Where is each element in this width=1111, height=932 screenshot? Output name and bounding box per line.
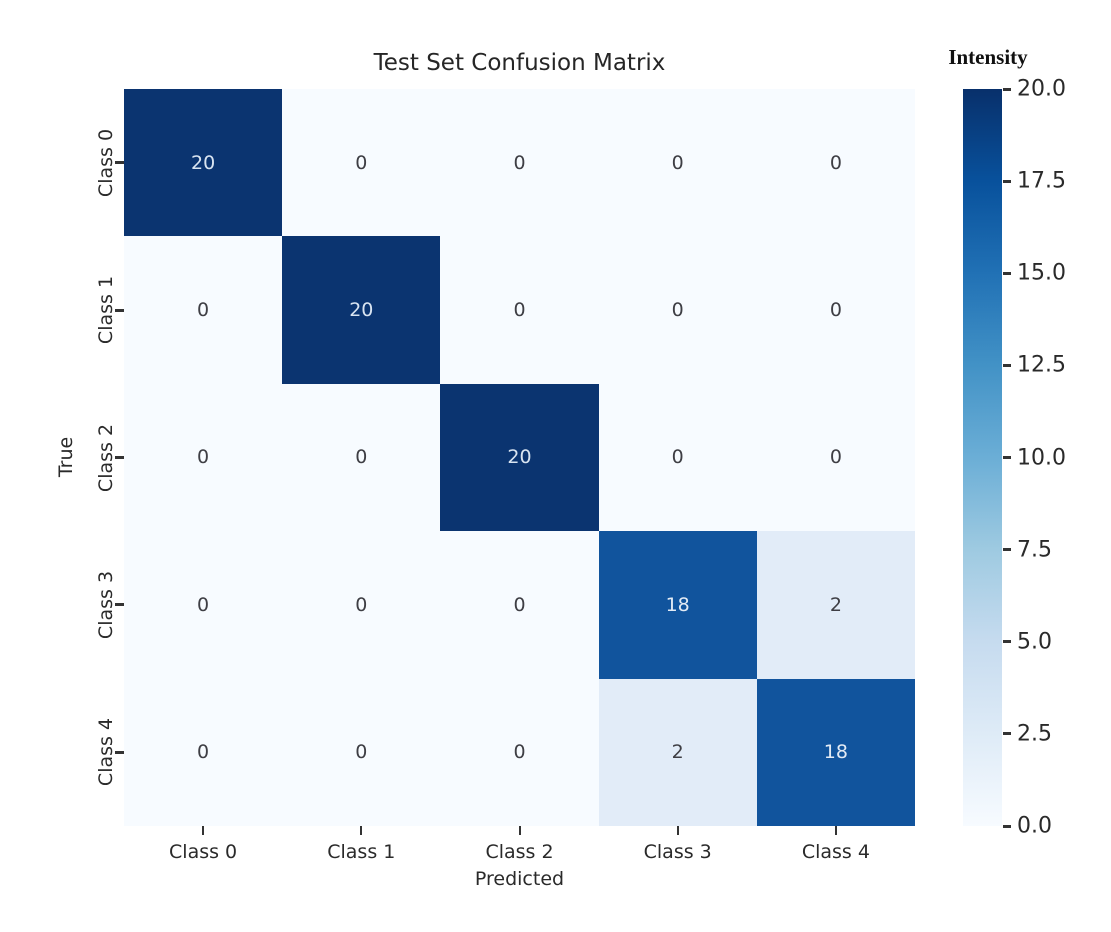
x-tick-label: Class 2 [485, 841, 554, 863]
x-tick-label: Class 3 [643, 841, 712, 863]
heatmap-cell: 0 [124, 531, 283, 679]
heatmap-cell: 18 [756, 678, 915, 826]
heatmap-cell: 0 [282, 383, 441, 532]
heatmap-grid: 20 0 0 0 0 0 20 0 0 0 0 0 20 0 0 0 0 0 18 2 0 0 0 2 18 [124, 89, 915, 826]
colorbar-tick-label: 0.0 [1017, 813, 1052, 839]
colorbar-tick-mark [1003, 640, 1011, 644]
colorbar-tick-label: 5.0 [1017, 629, 1052, 655]
colorbar-tick-mark [1003, 732, 1011, 736]
x-tick-mark [202, 826, 205, 835]
y-tick-mark [115, 161, 124, 165]
y-axis-label-text: True [55, 436, 77, 478]
heatmap-cell: 0 [440, 678, 599, 826]
heatmap-cell: 0 [440, 531, 599, 679]
colorbar-tick-label: 10.0 [1017, 445, 1066, 470]
heatmap-cell: 20 [124, 89, 283, 237]
y-tick-label-text: Class 2 [95, 423, 117, 492]
heatmap-cell: 0 [756, 236, 915, 384]
heatmap-cell: 0 [440, 89, 599, 237]
heatmap-cell: 0 [124, 678, 283, 826]
colorbar-tick-mark [1003, 271, 1011, 275]
colorbar-gradient [963, 89, 1002, 826]
heatmap-cell: 2 [756, 531, 915, 679]
y-tick-label-text: Class 0 [95, 128, 117, 197]
y-tick-label-text: Class 1 [95, 276, 117, 345]
heatmap-cell: 0 [282, 89, 441, 237]
colorbar-tick-label: 15.0 [1017, 260, 1066, 286]
x-tick-mark [834, 826, 837, 835]
colorbar-tick-label: 7.5 [1017, 537, 1052, 563]
heatmap-cell: 0 [282, 678, 441, 826]
heatmap-cell: 18 [598, 531, 757, 679]
x-tick-label: Class 4 [801, 841, 870, 863]
heatmap-cell: 0 [124, 383, 283, 532]
colorbar-tick-label: 20.0 [1017, 76, 1066, 102]
y-tick-label-text: Class 4 [95, 718, 117, 787]
colorbar-tick-label: 2.5 [1017, 721, 1052, 747]
x-axis-label: Predicted [474, 868, 565, 890]
y-tick-mark [115, 603, 124, 607]
x-tick-mark [360, 826, 363, 835]
colorbar-tick-mark [1003, 179, 1011, 183]
heatmap-cell: 0 [440, 236, 599, 384]
colorbar-tick-label: 12.5 [1017, 352, 1066, 378]
heatmap-cell: 0 [598, 236, 757, 384]
heatmap-cell: 20 [282, 236, 441, 384]
colorbar-tick-mark [1003, 363, 1011, 367]
x-tick-label: Class 1 [327, 841, 396, 863]
heatmap-cell: 0 [756, 89, 915, 237]
heatmap-cell: 2 [598, 678, 757, 826]
y-tick-mark [115, 308, 124, 312]
colorbar-tick-mark [1003, 456, 1011, 459]
heatmap-cell: 20 [440, 383, 599, 532]
heatmap-cell: 0 [282, 531, 441, 679]
colorbar-tick-mark [1003, 87, 1011, 91]
x-tick-label: Class 0 [169, 841, 238, 863]
y-tick-mark [115, 456, 124, 459]
y-tick-mark [115, 750, 124, 754]
x-tick-mark [518, 826, 521, 835]
chart-title: Test Set Confusion Matrix [373, 50, 666, 76]
colorbar-tick-label: 17.5 [1017, 168, 1066, 194]
colorbar-tick-mark [1003, 548, 1011, 552]
y-tick-label-text: Class 3 [95, 570, 117, 639]
heatmap-cell: 0 [756, 383, 915, 532]
colorbar-title: Intensity [948, 45, 1028, 69]
x-tick-mark [676, 826, 679, 835]
heatmap-cell: 0 [124, 236, 283, 384]
heatmap-cell: 0 [598, 89, 757, 237]
heatmap-cell: 0 [598, 383, 757, 532]
colorbar-tick-mark [1003, 824, 1011, 828]
